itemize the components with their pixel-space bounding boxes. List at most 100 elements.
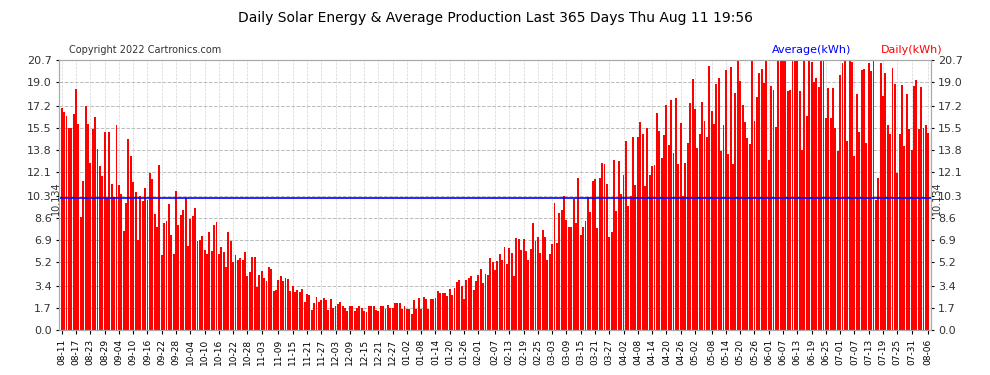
Bar — [728, 154, 730, 330]
Bar — [104, 132, 106, 330]
Bar — [601, 163, 603, 330]
Bar — [145, 188, 147, 330]
Bar — [92, 129, 94, 330]
Bar — [796, 60, 798, 330]
Bar — [784, 60, 786, 330]
Bar — [665, 105, 667, 330]
Bar — [743, 122, 745, 330]
Bar — [680, 123, 682, 330]
Bar — [653, 165, 655, 330]
Bar — [182, 210, 184, 330]
Bar — [289, 291, 291, 330]
Bar — [75, 89, 77, 330]
Bar — [625, 141, 627, 330]
Bar — [465, 279, 467, 330]
Bar — [489, 258, 491, 330]
Bar — [920, 87, 922, 330]
Bar — [577, 178, 579, 330]
Bar — [404, 306, 406, 330]
Bar — [525, 251, 527, 330]
Bar — [65, 116, 67, 330]
Bar — [651, 166, 653, 330]
Bar — [818, 87, 820, 330]
Bar — [533, 223, 534, 330]
Bar — [730, 67, 732, 330]
Bar — [789, 90, 791, 330]
Bar — [768, 160, 769, 330]
Bar — [520, 250, 522, 330]
Bar — [206, 254, 208, 330]
Bar — [804, 60, 806, 330]
Bar — [560, 210, 562, 330]
Bar — [365, 312, 367, 330]
Bar — [440, 293, 442, 330]
Bar — [80, 217, 82, 330]
Bar — [816, 78, 818, 330]
Bar — [487, 275, 489, 330]
Bar — [375, 310, 377, 330]
Bar — [811, 62, 813, 330]
Bar — [928, 133, 930, 330]
Bar — [233, 262, 234, 330]
Bar — [380, 306, 382, 330]
Bar — [251, 257, 253, 330]
Bar — [628, 206, 630, 330]
Bar — [265, 281, 267, 330]
Bar — [925, 125, 927, 330]
Bar — [523, 239, 525, 330]
Bar — [482, 283, 484, 330]
Bar — [128, 139, 130, 330]
Bar — [808, 60, 810, 330]
Bar — [445, 293, 446, 330]
Bar — [280, 276, 282, 330]
Bar — [358, 306, 360, 330]
Bar — [699, 134, 701, 330]
Bar — [351, 306, 353, 330]
Bar — [142, 201, 144, 330]
Bar — [656, 113, 657, 330]
Bar — [513, 276, 515, 330]
Bar — [111, 184, 113, 330]
Bar — [337, 304, 339, 330]
Bar — [660, 158, 662, 330]
Bar — [484, 274, 486, 330]
Bar — [828, 88, 830, 330]
Bar — [418, 298, 420, 330]
Bar — [542, 230, 544, 330]
Bar — [377, 311, 379, 330]
Bar — [751, 62, 753, 330]
Bar — [630, 196, 632, 330]
Bar — [670, 100, 672, 330]
Text: Daily Solar Energy & Average Production Last 365 Days Thu Aug 11 19:56: Daily Solar Energy & Average Production … — [238, 11, 752, 25]
Bar — [570, 227, 572, 330]
Bar — [596, 228, 598, 330]
Bar — [147, 200, 148, 330]
Bar — [401, 309, 403, 330]
Bar — [308, 296, 310, 330]
Bar — [468, 278, 470, 330]
Bar — [346, 311, 348, 330]
Bar — [758, 73, 760, 330]
Bar — [125, 203, 127, 330]
Bar — [348, 306, 350, 330]
Bar — [723, 125, 725, 330]
Bar — [270, 269, 272, 330]
Bar — [823, 60, 825, 330]
Bar — [256, 287, 258, 330]
Bar — [587, 197, 589, 330]
Bar — [356, 308, 358, 330]
Bar — [806, 116, 808, 330]
Bar — [387, 305, 389, 330]
Bar — [682, 196, 684, 330]
Bar — [846, 141, 848, 330]
Bar — [87, 124, 89, 330]
Bar — [908, 129, 910, 330]
Bar — [568, 227, 569, 330]
Bar — [565, 220, 567, 330]
Bar — [528, 260, 530, 330]
Bar — [708, 66, 710, 330]
Bar — [263, 278, 265, 330]
Bar — [594, 178, 596, 330]
Bar — [611, 232, 613, 330]
Bar — [737, 60, 739, 330]
